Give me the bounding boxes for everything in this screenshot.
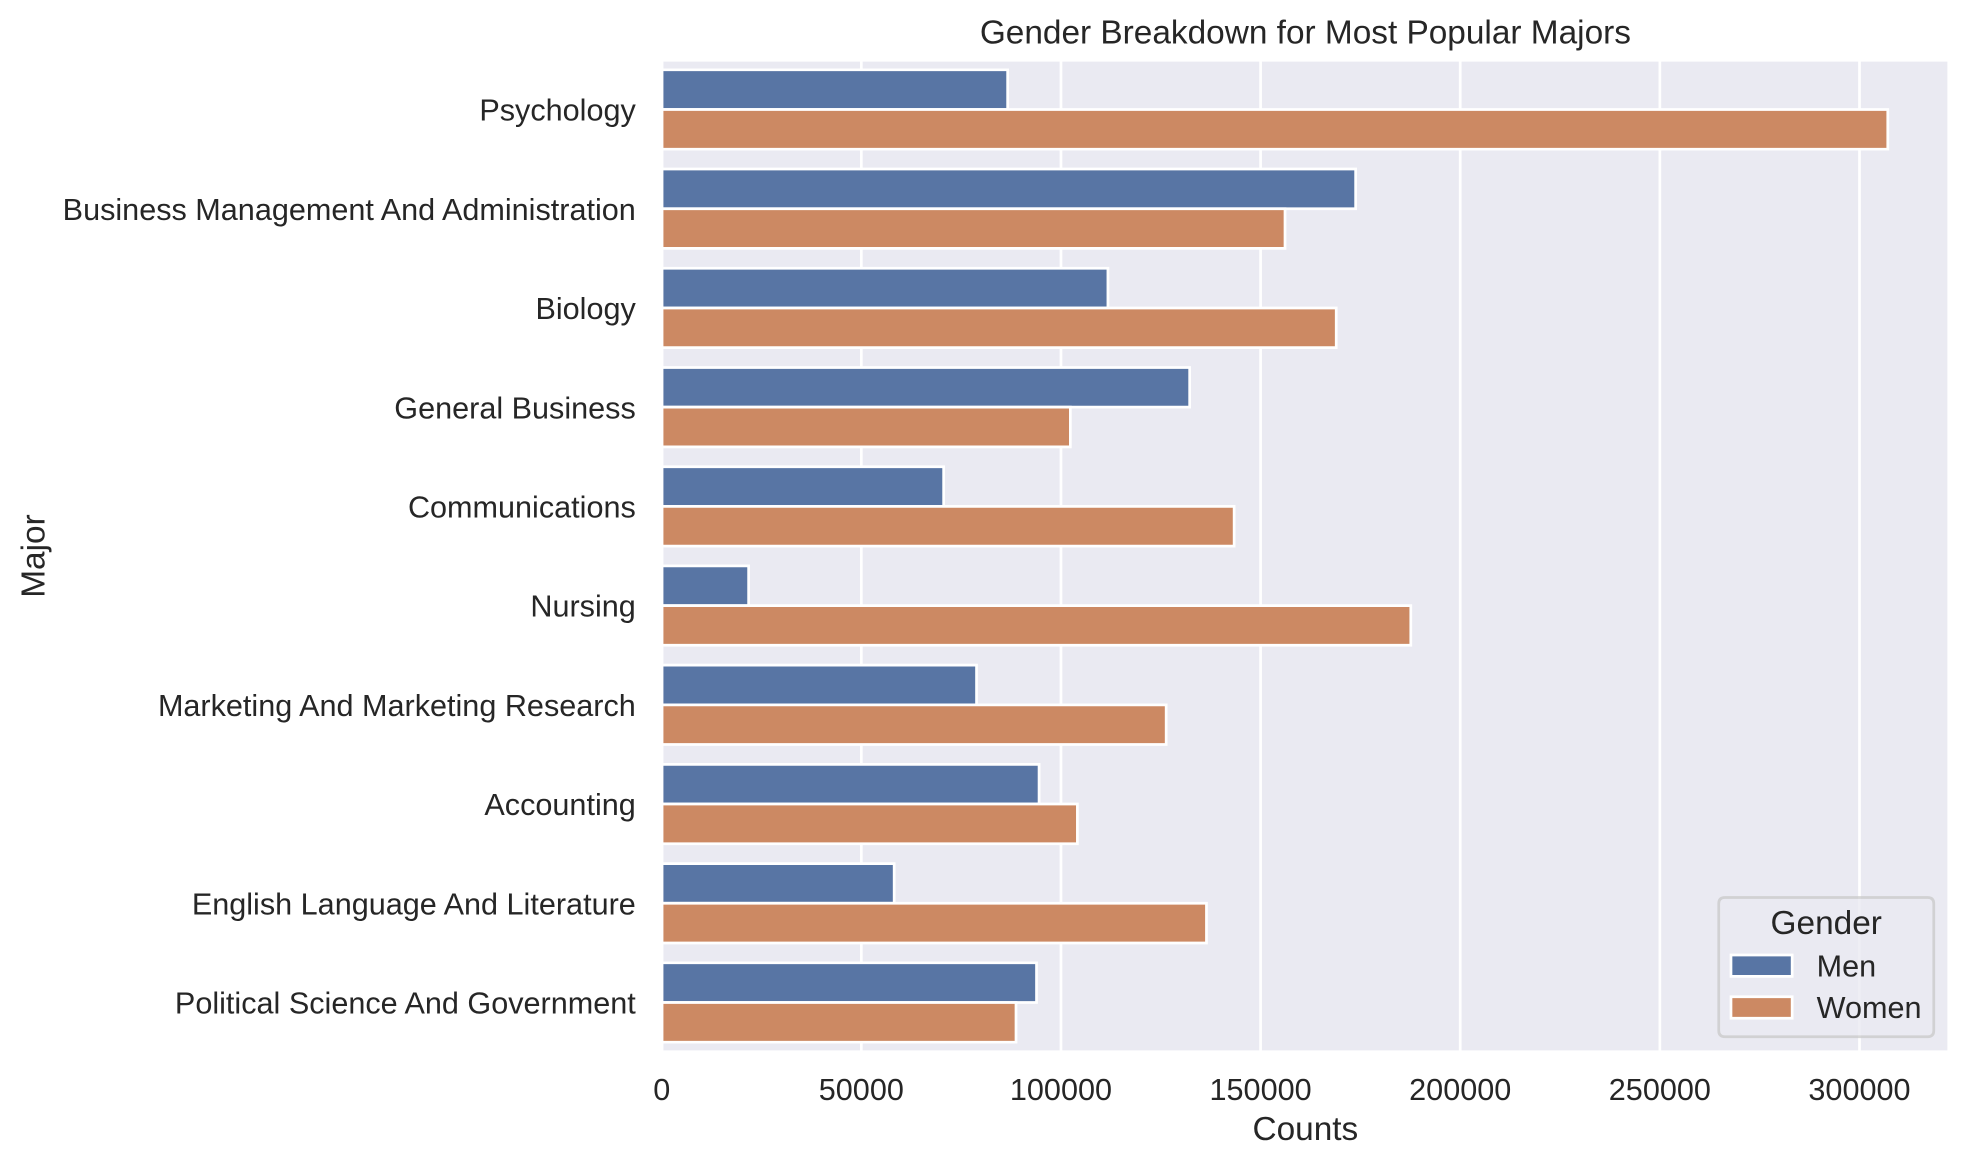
- svg-text:200000: 200000: [1409, 1073, 1511, 1107]
- svg-text:150000: 150000: [1210, 1073, 1312, 1107]
- svg-text:100000: 100000: [1010, 1073, 1112, 1107]
- svg-text:Nursing: Nursing: [530, 590, 635, 624]
- svg-text:Major: Major: [16, 514, 53, 597]
- svg-text:Biology: Biology: [535, 292, 636, 326]
- svg-text:Business Management And Admini: Business Management And Administration: [63, 193, 636, 227]
- svg-text:Gender Breakdown for Most Popu: Gender Breakdown for Most Popular Majors: [980, 15, 1631, 52]
- svg-text:Gender: Gender: [1771, 905, 1882, 942]
- svg-text:Marketing And Marketing Resear: Marketing And Marketing Research: [158, 689, 636, 723]
- svg-text:300000: 300000: [1808, 1073, 1910, 1107]
- svg-text:250000: 250000: [1609, 1073, 1711, 1107]
- svg-text:English Language And Literatur: English Language And Literature: [192, 887, 636, 921]
- svg-text:50000: 50000: [819, 1073, 904, 1107]
- svg-text:Men: Men: [1817, 949, 1877, 983]
- svg-text:Accounting: Accounting: [484, 788, 635, 822]
- svg-text:Women: Women: [1817, 991, 1922, 1025]
- svg-text:Counts: Counts: [1253, 1111, 1359, 1148]
- svg-text:Political Science And Governme: Political Science And Government: [175, 987, 636, 1021]
- svg-text:General Business: General Business: [394, 391, 635, 425]
- svg-text:0: 0: [653, 1073, 670, 1107]
- svg-text:Psychology: Psychology: [479, 94, 636, 128]
- svg-text:Communications: Communications: [408, 490, 636, 524]
